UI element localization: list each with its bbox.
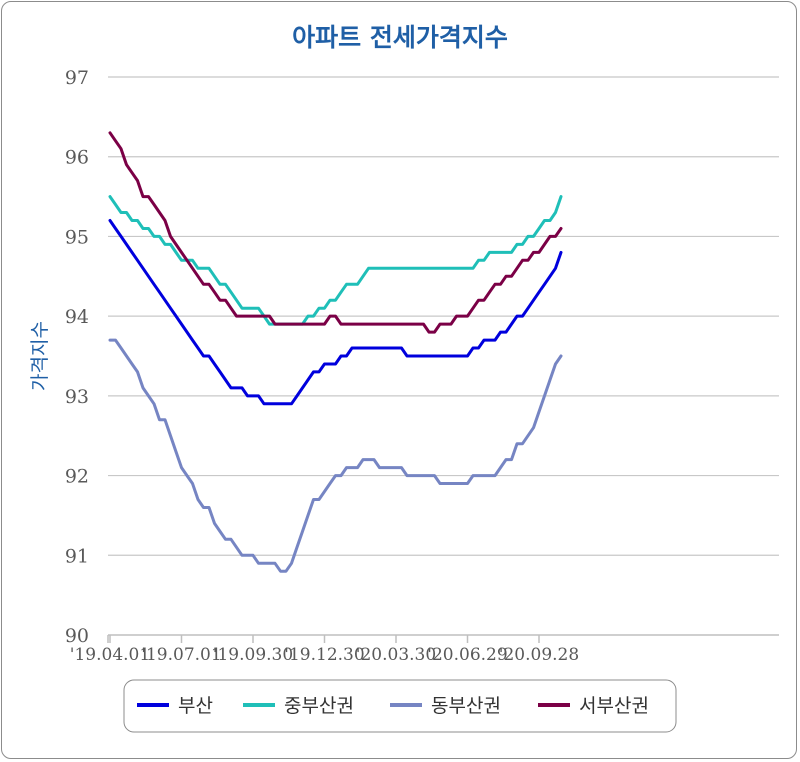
series-lines [108,131,563,573]
legend-label: 동부산권 [431,695,501,717]
x-axis: '19.04.01'19.07.01'19.09.30'19.12.30'20.… [70,634,779,665]
legend-label: 부산 [178,695,213,717]
x-tick-label: '19.04.01 [70,645,150,665]
series-line [108,195,563,326]
y-tick-label: 96 [65,147,89,169]
y-tick-label: 94 [65,306,89,328]
y-tick-label: 95 [65,226,89,248]
y-tick-label: 97 [65,67,89,89]
series-line [108,131,563,334]
x-tick-label: '20.09.28 [499,645,579,665]
y-tick-label: 91 [65,545,89,567]
gridlines [108,76,779,556]
series-line [108,338,563,573]
y-tick-label: 92 [65,466,89,488]
y-axis-ticks: 90 91 92 93 94 95 96 97 [65,67,89,647]
legend: 부산 중부산권 동부산권 서부산권 [123,679,677,733]
series-line [108,219,563,406]
legend-label: 중부산권 [284,695,354,717]
y-tick-label: 90 [65,625,89,647]
y-tick-label: 93 [65,386,89,408]
x-tick-label: '19.09.30 [213,645,293,665]
x-tick-label: '20.06.29 [427,645,507,665]
y-axis-label: 가격지수 [29,321,51,391]
x-tick-label: '19.07.01 [141,645,221,665]
x-tick-label: '20.03.30 [356,645,436,665]
legend-label: 서부산권 [579,695,649,717]
x-tick-label: '19.12.30 [284,645,364,665]
chart-title: 아파트 전세가격지수 [292,23,508,52]
